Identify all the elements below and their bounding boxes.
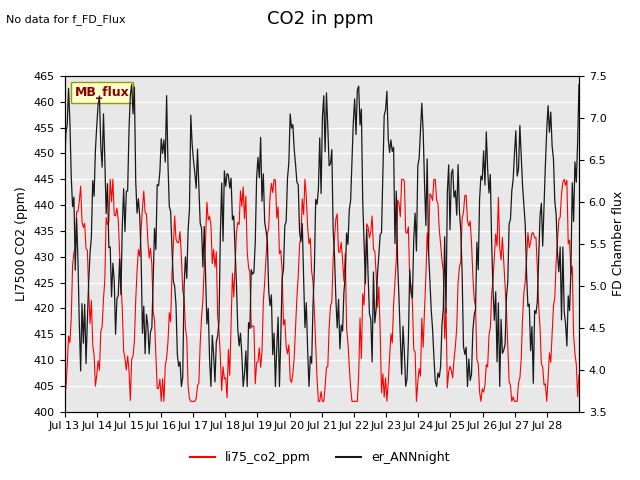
Legend: li75_co2_ppm, er_ANNnight: li75_co2_ppm, er_ANNnight xyxy=(186,446,454,469)
Y-axis label: LI7500 CO2 (ppm): LI7500 CO2 (ppm) xyxy=(15,186,28,301)
Y-axis label: FD Chamber flux: FD Chamber flux xyxy=(612,191,625,297)
Text: MB_flux: MB_flux xyxy=(75,86,129,99)
Text: CO2 in ppm: CO2 in ppm xyxy=(267,10,373,28)
Text: No data for f_FD_Flux: No data for f_FD_Flux xyxy=(6,14,126,25)
